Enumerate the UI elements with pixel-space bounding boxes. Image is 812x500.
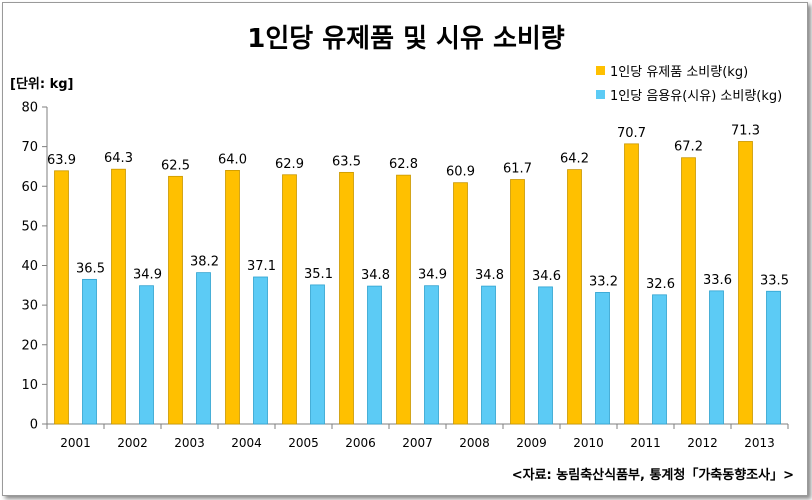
x-tick-label: 2008	[459, 436, 490, 450]
y-tick-label: 80	[21, 101, 38, 116]
y-tick-label: 40	[21, 259, 38, 274]
data-label-series1: 62.8	[389, 157, 418, 172]
y-tick-label: 50	[21, 219, 38, 234]
x-tick-label: 2003	[174, 436, 205, 450]
bar-series1	[225, 169, 240, 425]
y-tick-label: 60	[21, 180, 38, 195]
data-label-series2: 32.6	[646, 277, 675, 292]
bar-series2	[82, 278, 97, 425]
x-tick-label: 2013	[744, 436, 775, 450]
data-label-series2: 34.6	[532, 269, 561, 284]
bar-series2	[196, 272, 211, 425]
data-label-series2: 34.9	[133, 268, 162, 283]
bar-series1	[111, 168, 126, 425]
bar-series1	[567, 169, 582, 425]
data-label-series2: 33.5	[760, 273, 789, 288]
data-label-series1: 63.9	[47, 153, 76, 168]
bar-series2	[595, 292, 610, 425]
bar-series1	[282, 174, 297, 425]
legend-swatch-series2	[596, 89, 605, 99]
bar-series2	[766, 290, 781, 425]
bar-series2	[139, 285, 154, 425]
x-tick-label: 2007	[402, 436, 433, 450]
bar-series2	[538, 286, 553, 425]
bar-series1	[168, 175, 183, 425]
y-tick-label: 0	[30, 418, 38, 433]
data-label-series1: 62.5	[161, 158, 190, 173]
data-label-series2: 38.2	[190, 255, 219, 270]
data-label-series1: 64.3	[104, 151, 133, 166]
bar-series1	[738, 141, 753, 425]
data-label-series1: 64.0	[218, 152, 247, 167]
bar-series1	[339, 171, 354, 425]
bar-series1	[396, 174, 411, 425]
bar-series1	[54, 170, 69, 425]
x-tick-label: 2010	[573, 436, 604, 450]
x-tick-label: 2004	[231, 436, 262, 450]
data-label-series2: 37.1	[247, 259, 276, 274]
data-label-series1: 67.2	[674, 140, 703, 155]
bar-series1	[510, 179, 525, 425]
bar-series1	[681, 157, 696, 425]
bar-series2	[367, 285, 382, 425]
data-label-series2: 35.1	[304, 267, 333, 282]
data-label-series2: 33.2	[589, 274, 618, 289]
data-label-series1: 71.3	[731, 123, 760, 138]
source-note: <자료: 농림축산식품부, 통계청「가축동향조사」>	[511, 468, 794, 483]
legend-label-series1: 1인당 유제품 소비량(kg)	[610, 64, 749, 80]
bar-series1	[453, 182, 468, 425]
legend-label-series2: 1인당 음용유(시유) 소비량(kg)	[610, 88, 783, 104]
y-tick-label: 30	[21, 299, 38, 314]
y-tick-label: 70	[21, 140, 38, 155]
bar-series2	[481, 285, 496, 425]
unit-label: [단위: kg]	[10, 77, 74, 92]
data-label-series1: 70.7	[617, 126, 646, 141]
legend-item-series2: 1인당 음용유(시유) 소비량(kg)	[596, 82, 782, 106]
bar-series1	[624, 143, 639, 425]
y-tick-label: 10	[21, 378, 38, 393]
legend: 1인당 유제품 소비량(kg) 1인당 음용유(시유) 소비량(kg)	[596, 58, 782, 106]
x-tick-label: 2005	[288, 436, 319, 450]
x-tick-label: 2011	[630, 436, 661, 450]
data-label-series1: 61.7	[503, 162, 532, 177]
y-tick-label: 20	[21, 338, 38, 353]
legend-swatch-series1	[596, 65, 605, 75]
x-tick-label: 2006	[345, 436, 376, 450]
data-label-series1: 63.5	[332, 154, 361, 169]
x-tick-label: 2009	[516, 436, 547, 450]
data-label-series2: 34.8	[361, 268, 390, 283]
bar-series2	[310, 284, 325, 425]
legend-item-series1: 1인당 유제품 소비량(kg)	[596, 58, 782, 82]
bar-series2	[424, 285, 439, 425]
data-label-series1: 64.2	[560, 152, 589, 167]
data-label-series2: 34.8	[475, 268, 504, 283]
bar-series2	[652, 294, 667, 425]
x-tick-label: 2001	[60, 436, 91, 450]
data-label-series1: 60.9	[446, 165, 475, 180]
bar-series2	[709, 290, 724, 425]
x-tick-label: 2002	[117, 436, 148, 450]
chart-title: 1인당 유제품 및 시유 소비량	[247, 24, 565, 54]
x-tick-label: 2012	[687, 436, 718, 450]
data-label-series2: 33.6	[703, 273, 732, 288]
data-label-series2: 36.5	[76, 261, 105, 276]
bar-series2	[253, 276, 268, 425]
data-label-series1: 62.9	[275, 157, 304, 172]
data-label-series2: 34.9	[418, 268, 447, 283]
